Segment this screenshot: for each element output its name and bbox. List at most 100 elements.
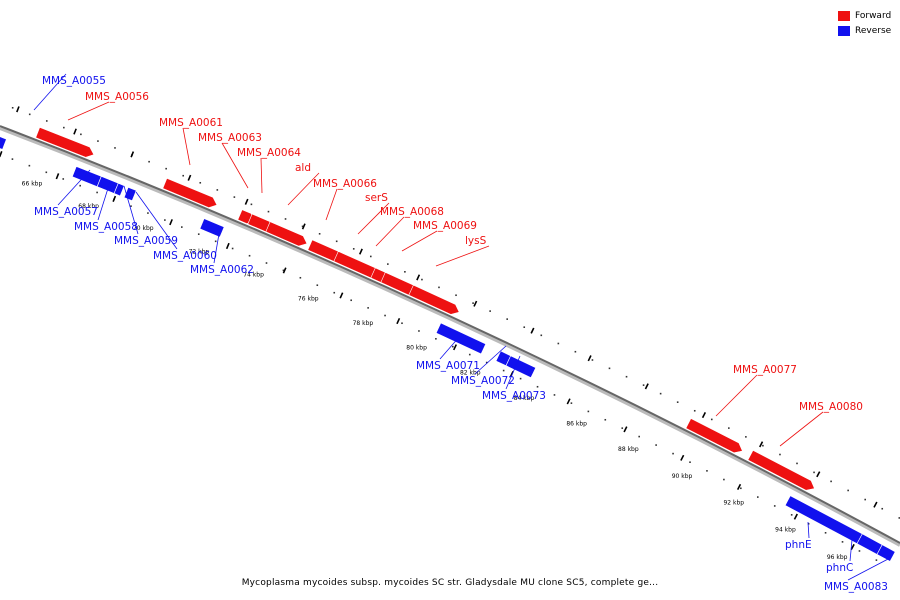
legend-reverse: Reverse — [838, 23, 900, 38]
gene-mms-a0071 — [435, 322, 487, 355]
track-tick-outer — [816, 471, 821, 478]
guide-dot-outer — [847, 489, 849, 492]
guide-dot-inner — [485, 361, 488, 364]
kbp-tick-label: 72 kbp — [189, 248, 210, 255]
forward-swatch — [838, 10, 850, 21]
track-tick-outer — [644, 383, 649, 390]
gene-mms-a0083 — [876, 544, 896, 562]
guide-dot-outer — [421, 278, 423, 281]
track-tick-outer — [130, 151, 135, 158]
guide-dot-outer — [369, 255, 372, 258]
guide-dot-outer — [489, 310, 491, 312]
guide-dot-inner — [62, 178, 65, 180]
guide-dot-inner — [435, 337, 437, 340]
guide-dot-outer — [199, 181, 202, 184]
gene-label-mms-a0058: MMS_A0058 — [74, 221, 138, 233]
guide-dot-inner — [706, 470, 708, 472]
gene-label-mms-a0073: MMS_A0073 — [482, 390, 546, 402]
guide-dot-inner — [384, 314, 386, 317]
gene-leader-line — [287, 172, 320, 206]
forward-label: Forward — [855, 10, 892, 21]
guide-dot-outer — [387, 263, 389, 265]
gene-leader-line — [474, 345, 507, 375]
guide-dot-inner — [130, 205, 132, 207]
guide-dot-inner — [841, 541, 844, 543]
track-tick-outer — [416, 274, 421, 281]
guide-dot-inner — [807, 522, 810, 525]
kbp-tick-label: 70 kbp — [133, 225, 154, 232]
gene-leader-line — [325, 188, 338, 221]
gene-label-mms-a0077: MMS_A0077 — [733, 364, 797, 376]
gene-leader-line — [439, 335, 461, 360]
guide-dot-outer — [148, 160, 150, 163]
guide-dot-outer — [625, 375, 628, 378]
gene-leader-line — [401, 230, 438, 252]
gene-leader-line — [213, 227, 221, 264]
gene-mms-a0077 — [685, 418, 743, 454]
gene-label-mms-a0055: MMS_A0055 — [42, 75, 106, 87]
guide-dot-outer — [523, 326, 526, 328]
guide-dot-outer — [881, 507, 884, 510]
gene-mms-a0057 — [71, 166, 102, 187]
kbp-tick-label: 94 kbp — [775, 527, 796, 534]
track-tick-inner — [55, 173, 60, 180]
gene-label-mms-a0066: MMS_A0066 — [313, 178, 377, 190]
track-tick-outer — [473, 300, 478, 307]
guide-dot-inner — [79, 184, 81, 187]
guide-dot-outer — [182, 174, 185, 177]
guide-dot-outer — [728, 427, 730, 429]
track-tick-outer — [16, 106, 20, 113]
gene-label-mms-a0063: MMS_A0063 — [198, 132, 262, 144]
gene-label-mms-a0069: MMS_A0069 — [413, 220, 477, 232]
kbp-tick-label: 96 kbp — [827, 554, 848, 561]
backbone-shadow — [0, 126, 900, 547]
guide-dot-outer — [335, 240, 338, 243]
guide-dot-inner — [401, 322, 403, 325]
guide-dot-outer — [250, 203, 253, 206]
track-tick-outer — [187, 174, 192, 181]
kbp-tick-label: 78 kbp — [353, 320, 374, 327]
track-tick-inner — [736, 483, 742, 491]
gene-leader-line — [135, 191, 178, 250]
guide-dot-outer — [779, 453, 781, 456]
guide-dot-outer — [557, 342, 560, 345]
gene-label-mms-a0059: MMS_A0059 — [114, 235, 178, 247]
kbp-tick-label: 66 kbp — [22, 181, 43, 188]
reverse-swatch — [838, 25, 850, 36]
guide-dot-inner — [231, 247, 234, 250]
guide-dot-outer — [97, 140, 99, 142]
guide-dot-outer — [233, 196, 236, 198]
guide-dot-inner — [570, 402, 573, 404]
gene-label-mms-a0072: MMS_A0072 — [451, 375, 515, 387]
guide-dot-inner — [299, 276, 302, 279]
guide-dot-inner — [468, 353, 471, 356]
kbp-tick-label: 76 kbp — [298, 295, 319, 302]
track-tick-inner — [0, 151, 3, 158]
gene-label-mms-a0060: MMS_A0060 — [153, 250, 217, 262]
guide-dot-inner — [536, 385, 539, 388]
gene-label-ald: ald — [295, 162, 311, 174]
guide-dot-outer — [114, 147, 116, 149]
gene-label-mms-a0062: MMS_A0062 — [190, 264, 254, 276]
guide-dot-inner — [28, 164, 31, 167]
guide-dot-inner — [587, 410, 590, 413]
guide-dot-outer — [540, 334, 543, 337]
track-tick-inner — [112, 195, 117, 202]
gene-leader-line — [505, 355, 521, 390]
guide-dot-inner — [181, 226, 183, 228]
guide-dot-inner — [773, 505, 776, 507]
gene-leader-line — [435, 245, 490, 267]
map-caption: Mycoplasma mycoides subsp. mycoides SC s… — [241, 578, 659, 588]
gene-leader-line — [182, 127, 191, 166]
kbp-tick-label: 84 kbp — [514, 395, 535, 402]
gene-leader-line — [807, 521, 810, 539]
guide-dot-inner — [740, 487, 742, 490]
guide-dot-outer — [45, 120, 48, 122]
guide-dot-inner — [502, 369, 505, 372]
guide-dot-inner — [316, 284, 319, 287]
guide-dot-inner — [858, 550, 861, 552]
guide-dot-inner — [723, 478, 725, 481]
kbp-tick-label: 90 kbp — [672, 473, 693, 480]
gene-mms-a0055 — [0, 136, 7, 150]
